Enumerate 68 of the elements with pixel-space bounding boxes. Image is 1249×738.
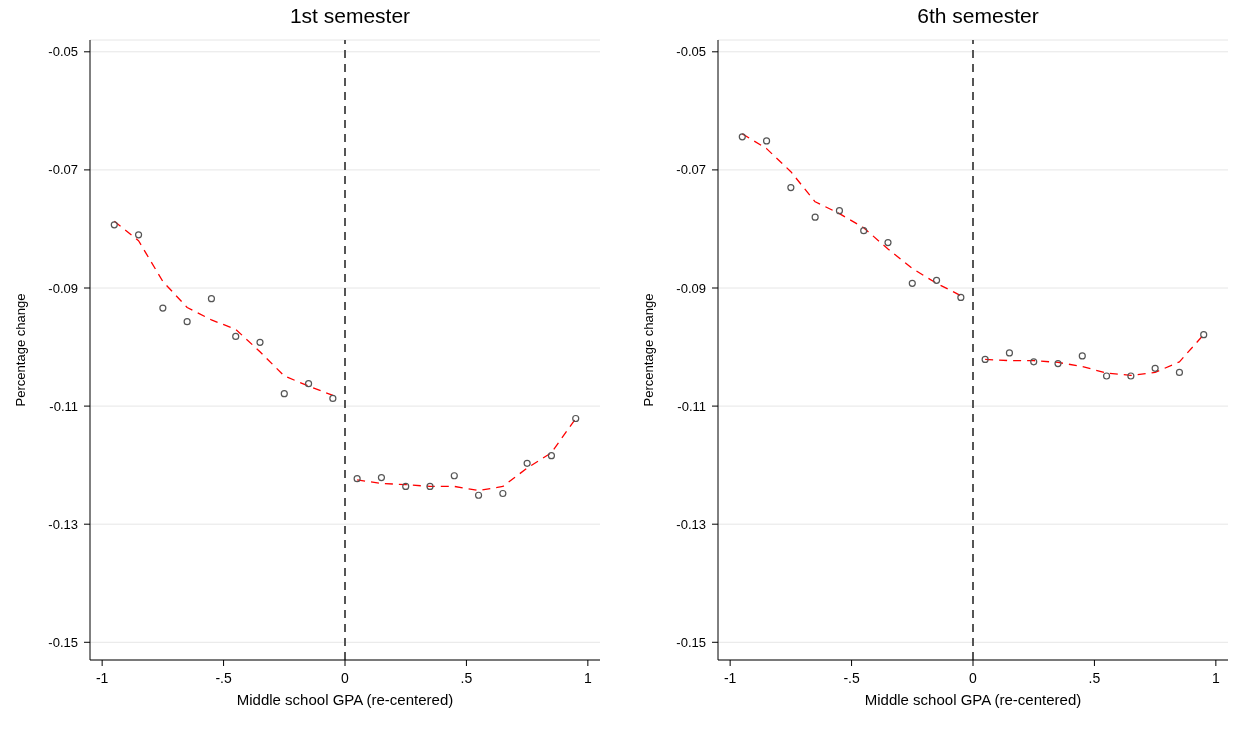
point bbox=[353, 475, 361, 483]
point bbox=[1102, 372, 1111, 380]
point bbox=[159, 304, 167, 312]
y-tick-label: -0.09 bbox=[676, 280, 706, 296]
y-tick-label: -0.11 bbox=[677, 398, 706, 414]
y-tick-label: -0.05 bbox=[676, 44, 706, 60]
x-tick-label: .5 bbox=[460, 670, 473, 686]
point bbox=[474, 491, 483, 499]
x-axis-title: Middle school GPA (re-centered) bbox=[864, 691, 1082, 708]
y-tick-label: -0.11 bbox=[49, 398, 78, 414]
point bbox=[110, 221, 118, 229]
x-tick-label: -1 bbox=[723, 670, 737, 686]
point bbox=[572, 414, 580, 423]
point bbox=[932, 276, 941, 284]
x-tick-label: 1 bbox=[583, 670, 592, 686]
y-tick-label: -0.13 bbox=[48, 516, 78, 532]
point bbox=[134, 231, 143, 239]
point bbox=[762, 137, 771, 145]
point bbox=[280, 390, 288, 398]
point bbox=[1054, 359, 1062, 368]
point bbox=[908, 279, 916, 287]
point bbox=[329, 394, 337, 403]
x-tick-label: .5 bbox=[1088, 670, 1101, 686]
point bbox=[1030, 358, 1038, 366]
point bbox=[450, 472, 458, 480]
x-tick-label: -.5 bbox=[843, 670, 860, 686]
y-tick-label: -0.05 bbox=[48, 44, 78, 60]
x-tick-label: 0 bbox=[341, 670, 350, 686]
point bbox=[1078, 352, 1086, 360]
point bbox=[981, 355, 989, 364]
point bbox=[1200, 331, 1208, 339]
y-tick-label: -0.07 bbox=[676, 162, 706, 178]
point bbox=[1127, 372, 1135, 380]
point bbox=[207, 295, 216, 303]
point bbox=[523, 459, 531, 467]
x-tick-label: -1 bbox=[95, 670, 109, 686]
point bbox=[547, 452, 556, 460]
point bbox=[738, 133, 746, 141]
point bbox=[402, 482, 410, 490]
point bbox=[183, 318, 191, 326]
y-tick-label: -0.09 bbox=[48, 280, 78, 296]
x-axis-title: Middle school GPA (re-centered) bbox=[236, 691, 454, 708]
y-tick-label: -0.07 bbox=[48, 162, 78, 178]
point bbox=[377, 473, 386, 482]
point bbox=[232, 332, 240, 341]
point bbox=[304, 380, 313, 388]
point bbox=[499, 489, 507, 498]
y-axis-title: Percentage change bbox=[12, 293, 28, 407]
point bbox=[884, 238, 892, 247]
y-tick-label: -0.15 bbox=[676, 634, 706, 650]
point bbox=[787, 184, 795, 192]
chart-title: 6th semester bbox=[916, 4, 1040, 28]
point bbox=[957, 293, 965, 302]
point bbox=[1151, 364, 1159, 372]
x-tick-label: 0 bbox=[969, 670, 978, 686]
point bbox=[1005, 349, 1014, 357]
point bbox=[835, 207, 844, 215]
point bbox=[426, 482, 434, 490]
point bbox=[256, 338, 264, 346]
chart-title: 1st semester bbox=[288, 4, 412, 28]
y-tick-label: -0.15 bbox=[48, 634, 78, 650]
point bbox=[1175, 368, 1184, 377]
point bbox=[860, 227, 868, 235]
point bbox=[811, 213, 819, 221]
x-tick-label: 1 bbox=[1211, 670, 1220, 686]
y-axis-title: Percentage change bbox=[640, 293, 656, 407]
x-tick-label: -.5 bbox=[215, 670, 232, 686]
y-tick-label: -0.13 bbox=[676, 516, 706, 532]
